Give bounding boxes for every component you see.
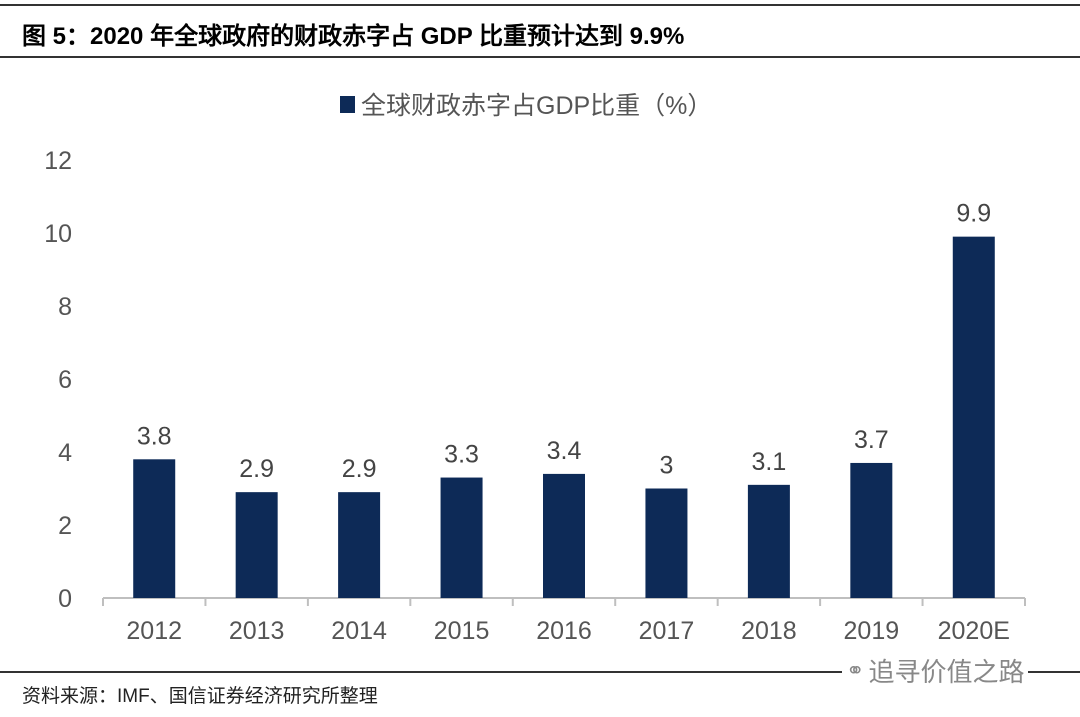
x-tick-label: 2017 [639, 617, 695, 645]
y-tick-label: 4 [58, 439, 72, 467]
watermark: ⚭ 追寻价值之路 [842, 652, 1029, 689]
bar [235, 492, 278, 598]
data-label: 3.8 [137, 422, 172, 450]
y-tick-label: 10 [44, 220, 72, 248]
data-label: 3.7 [854, 426, 889, 454]
x-tick-label: 2013 [229, 617, 285, 645]
x-tick-label: 2018 [741, 617, 797, 645]
bar [543, 473, 585, 598]
data-label: 3.4 [547, 437, 582, 465]
legend-swatch [340, 95, 355, 113]
data-label: 9.9 [956, 200, 991, 228]
y-tick-label: 12 [44, 147, 72, 175]
y-tick-label: 2 [58, 512, 72, 540]
x-tick-label: 2016 [536, 617, 592, 645]
data-label: 3.3 [444, 441, 479, 469]
x-tick-label: 2012 [126, 617, 182, 645]
x-tick-label: 2020E [938, 617, 1010, 645]
watermark-text: 追寻价值之路 [868, 657, 1025, 687]
source-note: 资料来源：IMF、国信证券经济研究所整理 [22, 686, 378, 707]
bar [645, 488, 688, 598]
data-label: 3 [659, 452, 673, 480]
bar [440, 477, 483, 598]
y-tick-label: 8 [58, 293, 72, 321]
wechat-icon: ⚭ [846, 657, 865, 683]
y-tick-label: 6 [58, 366, 72, 394]
figure-title: 图 5：2020 年全球政府的财政赤字占 GDP 比重预计达到 9.9% [22, 23, 685, 50]
data-label: 3.1 [752, 448, 787, 476]
data-label: 2.9 [342, 455, 377, 483]
x-tick-label: 2015 [434, 617, 490, 645]
x-tick-label: 2019 [844, 617, 900, 645]
bar [133, 459, 176, 598]
bar [952, 236, 995, 598]
x-tick-label: 2014 [331, 617, 387, 645]
y-tick-label: 0 [58, 585, 72, 613]
legend-label: 全球财政赤字占GDP比重（%） [361, 92, 713, 120]
legend: 全球财政赤字占GDP比重（%） [340, 86, 712, 122]
bar [850, 462, 893, 598]
bottom-rule [0, 671, 1080, 673]
title-rule [0, 56, 1080, 58]
data-label: 2.9 [239, 455, 274, 483]
top-rule [0, 4, 1080, 6]
bar [338, 492, 381, 598]
bar [747, 484, 790, 598]
